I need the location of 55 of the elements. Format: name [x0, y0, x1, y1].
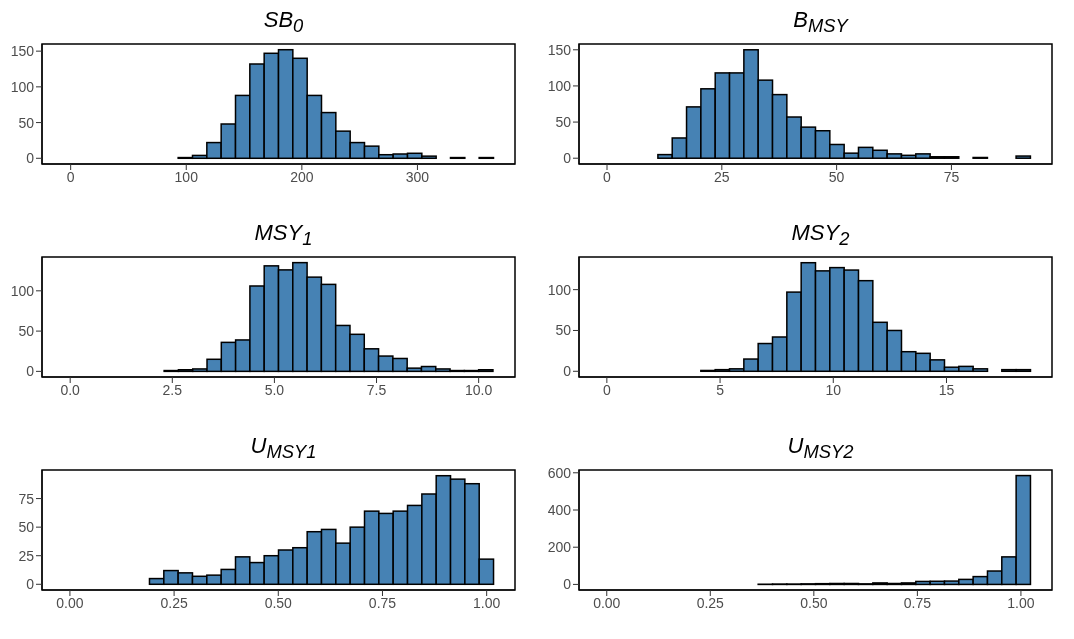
y-tick-label: 50 [18, 323, 35, 340]
x-tick-label: 5.0 [264, 381, 285, 398]
x-tick-label: 10.0 [465, 381, 493, 398]
y-tick-label: 200 [547, 539, 572, 556]
y-tick-label: 50 [18, 519, 35, 536]
y-tick-label: 50 [555, 114, 572, 131]
y-tick-label: 0 [26, 576, 35, 593]
y-tick-label: 50 [555, 322, 572, 339]
x-tick-label: 10 [825, 381, 842, 398]
y-tick-label: 400 [547, 501, 572, 518]
x-tick-label: 25 [714, 168, 730, 185]
x-tick-label: 7.5 [366, 381, 387, 398]
x-tick-label: 0 [66, 168, 75, 185]
y-tick-label: 0 [563, 363, 572, 380]
x-tick-label: 0.0 [60, 381, 81, 398]
y-tick-label: 0 [563, 150, 572, 167]
x-tick-label: 0.75 [368, 594, 397, 611]
x-tick-label: 0 [603, 168, 612, 185]
x-tick-label: 0.00 [593, 594, 621, 611]
chart-title: B$_{MSY}$ [792, 6, 850, 39]
x-tick-label: 100 [174, 168, 199, 185]
chart-title: MSY$_{1}$ [253, 219, 314, 252]
x-tick-label: 1.00 [473, 594, 501, 611]
x-tick-label: 0.00 [56, 594, 84, 611]
y-tick-label: 25 [18, 547, 35, 564]
y-tick-label: 100 [10, 282, 35, 299]
x-tick-label: 0.50 [264, 594, 293, 611]
x-tick-label: 0.50 [800, 594, 828, 611]
x-tick-label: 2.5 [162, 381, 183, 398]
y-tick-label: 150 [10, 43, 35, 60]
y-tick-label: 0 [26, 150, 35, 167]
x-tick-label: 75 [943, 168, 960, 185]
y-tick-label: 100 [547, 77, 572, 94]
x-tick-label: 50 [828, 168, 845, 185]
y-tick-label: 100 [547, 281, 572, 298]
y-tick-label: 150 [547, 41, 572, 58]
chart-title: SB$_{0}$ [262, 6, 305, 39]
x-tick-label: 200 [290, 168, 314, 185]
chart-title: U$_{MSY1}$ [249, 432, 318, 465]
x-tick-label: 300 [405, 168, 430, 185]
x-tick-label: 15 [938, 381, 955, 398]
chart-title: MSY$_{2}$ [790, 219, 851, 252]
x-tick-label: 1.00 [1007, 594, 1035, 611]
x-tick-label: 0.25 [160, 594, 188, 611]
y-tick-label: 50 [18, 114, 35, 131]
y-tick-label: 100 [10, 78, 35, 95]
x-tick-label: 0 [602, 381, 611, 398]
chart-title: U$_{MSY2}$ [786, 432, 855, 465]
y-tick-label: 75 [18, 490, 35, 507]
x-tick-label: 0.25 [696, 594, 725, 611]
y-tick-label: 600 [547, 464, 572, 481]
x-tick-label: 0.75 [903, 594, 932, 611]
x-tick-label: 5 [716, 381, 725, 398]
y-tick-label: 0 [26, 363, 35, 380]
y-tick-label: 0 [563, 576, 572, 593]
